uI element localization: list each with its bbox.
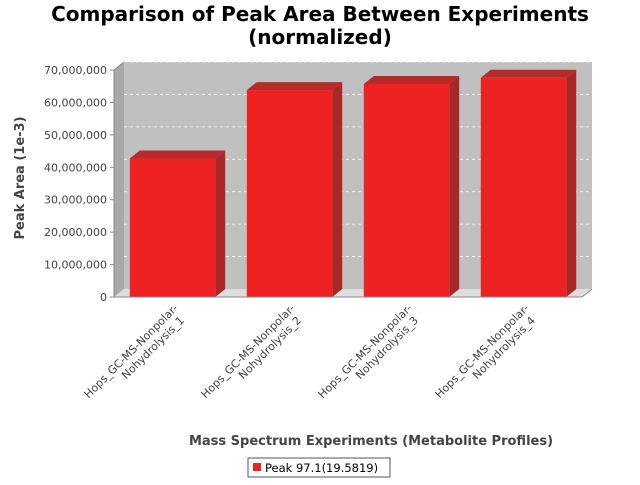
bar [129, 150, 226, 297]
legend-swatch [253, 463, 261, 471]
x-category-label: Hops_GC-MS-Nonpolar-Nohydrolysis_2 [199, 302, 307, 410]
y-tick-label: 20,000,000 [44, 226, 107, 239]
bar-top [363, 75, 460, 84]
bar-side [566, 69, 577, 297]
x-category-label-line: Hops_GC-MS-Nonpolar- [433, 302, 532, 401]
bar-top [480, 69, 577, 78]
x-category-label-line: Hops_GC-MS-Nonpolar- [82, 302, 181, 401]
y-tick-label: 60,000,000 [44, 96, 107, 109]
y-axis-label: Peak Area (1e-3) [13, 116, 28, 239]
bar [363, 75, 460, 298]
bar-front [363, 83, 450, 298]
bar-front [246, 90, 333, 297]
x-category-label: Hops_GC-MS-Nonpolar-Nohydrolysis_3 [316, 302, 424, 410]
y-tick-label: 40,000,000 [44, 161, 107, 174]
bar-front [480, 77, 567, 297]
y-tick-label: 50,000,000 [44, 129, 107, 142]
y-tick-label: 30,000,000 [44, 194, 107, 207]
chart-title-line-2: (normalized) [248, 25, 392, 49]
y-tick-label: 0 [100, 291, 107, 304]
bar-side [449, 75, 460, 298]
x-axis-depth-line [581, 288, 593, 298]
bar-side [332, 82, 343, 297]
bar-front [129, 158, 216, 297]
bar-side [215, 150, 226, 297]
plot-floor [114, 289, 592, 297]
y-axis-depth-line [113, 61, 125, 71]
y-tick-label: 70,000,000 [44, 64, 107, 77]
bar [246, 82, 343, 297]
x-category-label-line: Hops_GC-MS-Nonpolar- [316, 302, 415, 401]
x-category-label: Hops_GC-MS-Nonpolar-Nohydrolysis_1 [82, 302, 190, 410]
legend-box [247, 457, 391, 478]
x-category-label: Hops_GC-MS-Nonpolar-Nohydrolysis_4 [433, 302, 541, 410]
bar-top [246, 82, 343, 91]
legend: Peak 97.1(19.5819) [247, 457, 391, 478]
x-axis: Hops_GC-MS-Nonpolar-Nohydrolysis_1 Hops_G… [82, 288, 593, 410]
x-category-label-line: Hops_GC-MS-Nonpolar- [199, 302, 298, 401]
bar [480, 69, 577, 297]
y-tick-label: 10,000,000 [44, 259, 107, 272]
plot-left-wall [114, 62, 124, 297]
legend-series-label: Peak 97.1(19.5819) [265, 461, 378, 475]
chart-title-line-1: Comparison of Peak Area Between Experime… [51, 2, 589, 26]
bars [129, 69, 577, 298]
x-axis-label: Mass Spectrum Experiments (Metabolite Pr… [189, 434, 553, 449]
bar-top [129, 150, 226, 159]
y-axis: 0 10,000,000 20,000,000 30,000,000 40,000,00… [44, 61, 125, 304]
